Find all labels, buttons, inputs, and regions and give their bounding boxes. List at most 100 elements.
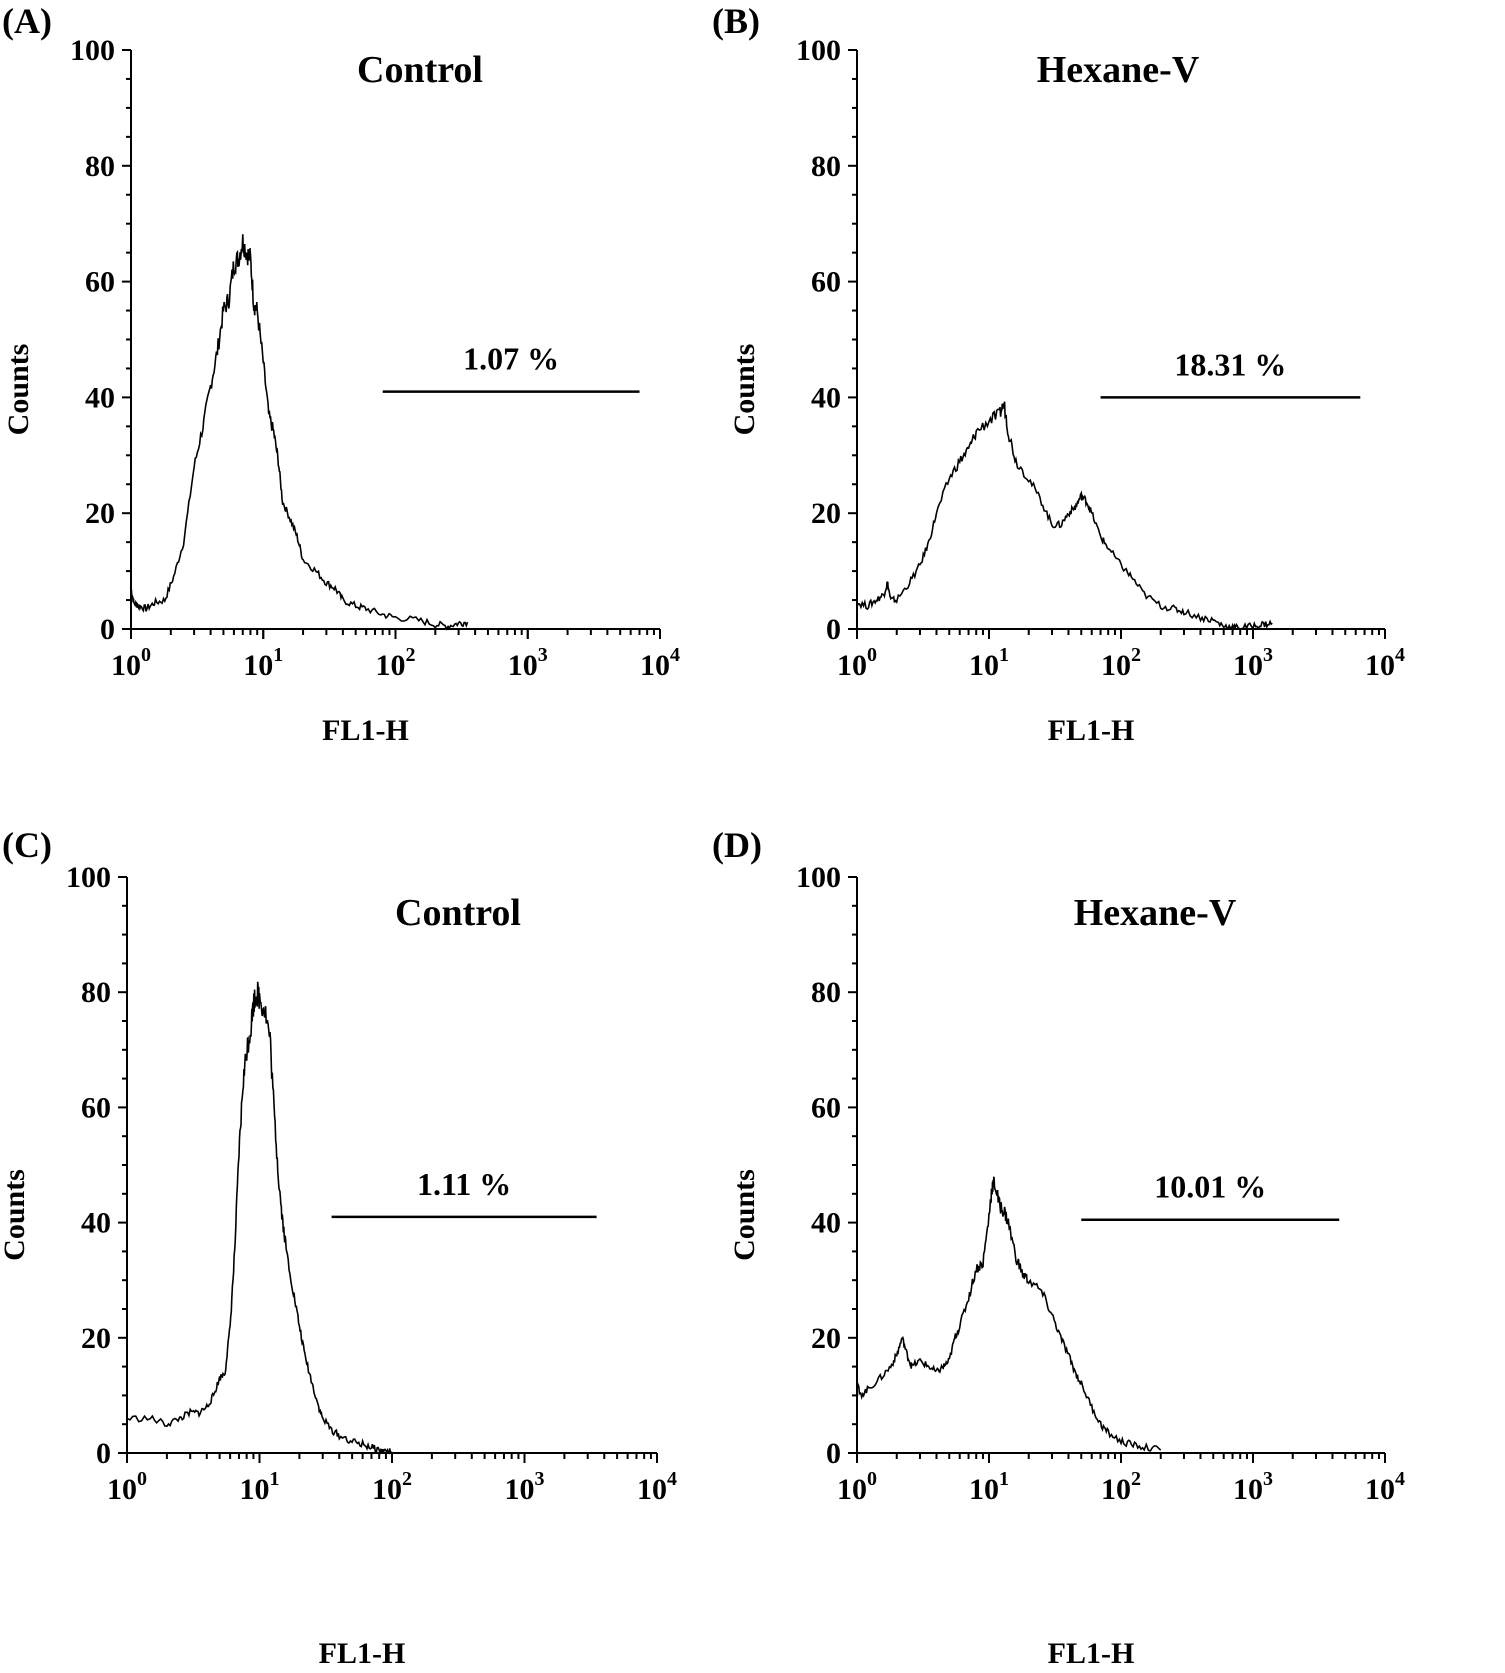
x-tick-exponent: 1 xyxy=(273,644,283,666)
gate-percentage: 10.01 % xyxy=(1154,1169,1266,1205)
x-tick-base: 10 xyxy=(1101,649,1131,682)
x-tick-label: 100 xyxy=(837,644,877,682)
x-tick-exponent: 4 xyxy=(1395,1468,1405,1490)
x-tick-label: 104 xyxy=(637,1468,677,1506)
x-tick-exponent: 4 xyxy=(670,644,680,666)
x-axis-title: FL1-H xyxy=(322,714,409,747)
x-tick-label: 104 xyxy=(1365,1468,1405,1506)
x-tick-base: 10 xyxy=(1101,1473,1131,1506)
y-tick-label: 80 xyxy=(85,150,115,183)
y-axis-title: Counts xyxy=(728,344,761,436)
y-tick-label: 80 xyxy=(811,150,841,183)
x-tick-base: 10 xyxy=(1233,1473,1263,1506)
x-tick-label: 102 xyxy=(1101,1468,1141,1506)
x-tick-label: 100 xyxy=(107,1468,147,1506)
histogram-series-line xyxy=(856,401,1273,632)
x-tick-base: 10 xyxy=(240,1473,270,1506)
x-tick-label: 101 xyxy=(240,1468,280,1506)
y-tick-label: 100 xyxy=(796,861,841,894)
panel-letter: (C) xyxy=(2,825,52,865)
x-tick-exponent: 3 xyxy=(538,644,548,666)
x-tick-exponent: 3 xyxy=(1263,644,1273,666)
chart-title: Control xyxy=(357,49,483,91)
panel-letter: (D) xyxy=(712,825,762,865)
x-tick-label: 100 xyxy=(837,1468,877,1506)
x-tick-exponent: 2 xyxy=(402,1468,412,1490)
x-tick-label: 102 xyxy=(376,644,416,682)
x-tick-base: 10 xyxy=(837,649,867,682)
chart-title: Control xyxy=(395,892,521,934)
y-tick-label: 80 xyxy=(81,976,111,1009)
x-tick-base: 10 xyxy=(243,649,273,682)
x-tick-exponent: 1 xyxy=(270,1468,280,1490)
y-tick-label: 60 xyxy=(811,266,841,299)
y-tick-label: 0 xyxy=(826,613,841,646)
gate-percentage: 1.11 % xyxy=(417,1166,511,1202)
x-tick-base: 10 xyxy=(107,1473,137,1506)
histogram-series-line xyxy=(126,981,393,1456)
x-tick-label: 104 xyxy=(640,644,680,682)
y-tick-label: 20 xyxy=(811,1322,841,1355)
x-tick-base: 10 xyxy=(969,649,999,682)
x-tick-label: 104 xyxy=(1365,644,1405,682)
x-axis-title: FL1-H xyxy=(1048,1637,1135,1670)
y-tick-label: 0 xyxy=(826,1437,841,1470)
y-tick-label: 20 xyxy=(81,1322,111,1355)
x-tick-exponent: 2 xyxy=(1131,1468,1141,1490)
y-tick-label: 60 xyxy=(81,1091,111,1124)
x-tick-exponent: 0 xyxy=(867,1468,877,1490)
x-tick-base: 10 xyxy=(505,1473,535,1506)
x-tick-base: 10 xyxy=(372,1473,402,1506)
chart-title: Hexane-V xyxy=(1074,892,1237,934)
x-tick-base: 10 xyxy=(969,1473,999,1506)
y-tick-label: 60 xyxy=(811,1091,841,1124)
gate-percentage: 1.07 % xyxy=(463,341,559,377)
x-tick-base: 10 xyxy=(837,1473,867,1506)
y-axis-title: Counts xyxy=(728,1169,761,1261)
x-tick-label: 101 xyxy=(969,644,1009,682)
y-tick-label: 100 xyxy=(66,861,111,894)
y-tick-label: 100 xyxy=(70,34,115,67)
x-tick-exponent: 3 xyxy=(535,1468,545,1490)
y-tick-label: 100 xyxy=(796,34,841,67)
x-tick-base: 10 xyxy=(376,649,406,682)
chart-title: Hexane-V xyxy=(1037,49,1200,91)
x-tick-exponent: 1 xyxy=(999,644,1009,666)
x-tick-exponent: 2 xyxy=(1131,644,1141,666)
x-tick-label: 103 xyxy=(508,644,548,682)
y-tick-label: 40 xyxy=(85,381,115,414)
x-tick-base: 10 xyxy=(640,649,670,682)
x-tick-base: 10 xyxy=(1233,649,1263,682)
y-axis-title: Counts xyxy=(0,1169,31,1261)
x-tick-label: 103 xyxy=(1233,1468,1273,1506)
x-tick-label: 102 xyxy=(1101,644,1141,682)
x-tick-label: 103 xyxy=(1233,644,1273,682)
x-tick-label: 101 xyxy=(969,1468,1009,1506)
x-tick-label: 101 xyxy=(243,644,283,682)
panel-letter: (B) xyxy=(712,1,760,41)
x-tick-exponent: 1 xyxy=(999,1468,1009,1490)
x-tick-exponent: 2 xyxy=(406,644,416,666)
y-tick-label: 80 xyxy=(811,976,841,1009)
histogram-series-line xyxy=(856,1176,1162,1452)
y-tick-label: 40 xyxy=(81,1207,111,1240)
x-tick-exponent: 4 xyxy=(667,1468,677,1490)
y-tick-label: 0 xyxy=(96,1437,111,1470)
x-tick-base: 10 xyxy=(637,1473,667,1506)
y-tick-label: 40 xyxy=(811,1207,841,1240)
x-tick-base: 10 xyxy=(1365,1473,1395,1506)
y-tick-label: 40 xyxy=(811,381,841,414)
y-tick-label: 0 xyxy=(100,613,115,646)
x-tick-exponent: 3 xyxy=(1263,1468,1273,1490)
x-tick-exponent: 4 xyxy=(1395,644,1405,666)
y-tick-label: 60 xyxy=(85,266,115,299)
x-tick-base: 10 xyxy=(1365,649,1395,682)
gate-percentage: 18.31 % xyxy=(1174,346,1286,382)
x-tick-base: 10 xyxy=(508,649,538,682)
x-tick-exponent: 0 xyxy=(867,644,877,666)
x-tick-label: 102 xyxy=(372,1468,412,1506)
x-axis-title: FL1-H xyxy=(319,1637,406,1670)
